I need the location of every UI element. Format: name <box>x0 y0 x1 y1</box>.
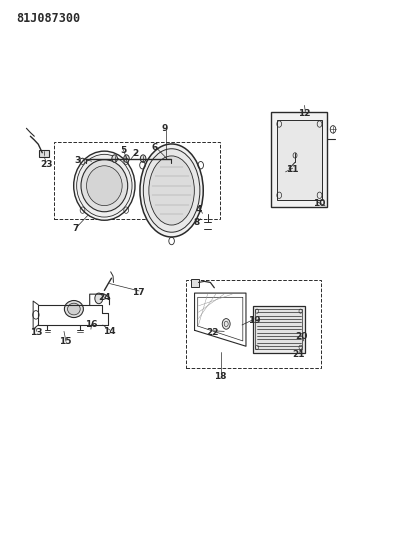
Bar <box>253 306 304 353</box>
Bar <box>39 150 49 157</box>
Bar <box>255 309 302 350</box>
Text: 24: 24 <box>98 293 111 302</box>
Text: 81J087300: 81J087300 <box>17 12 81 26</box>
Text: 12: 12 <box>298 109 311 118</box>
Text: 10: 10 <box>312 199 325 208</box>
Ellipse shape <box>64 301 83 318</box>
Circle shape <box>112 155 118 163</box>
Ellipse shape <box>81 160 128 212</box>
Bar <box>271 112 328 207</box>
Text: 17: 17 <box>132 287 145 296</box>
Bar <box>277 120 322 199</box>
Ellipse shape <box>140 144 203 237</box>
Text: 20: 20 <box>295 332 308 341</box>
Circle shape <box>124 155 129 163</box>
Ellipse shape <box>74 151 135 220</box>
Text: 2: 2 <box>132 149 138 158</box>
Text: 18: 18 <box>214 372 227 381</box>
Text: 21: 21 <box>292 350 304 359</box>
Text: 11: 11 <box>286 165 299 174</box>
Text: 14: 14 <box>103 327 116 336</box>
Bar <box>191 279 199 287</box>
Circle shape <box>141 155 146 163</box>
Text: 5: 5 <box>120 146 127 155</box>
Text: 7: 7 <box>73 224 79 233</box>
Ellipse shape <box>67 303 80 315</box>
Text: 22: 22 <box>206 328 219 337</box>
Text: 4: 4 <box>195 205 202 214</box>
Text: 15: 15 <box>58 337 71 346</box>
Ellipse shape <box>87 166 122 206</box>
Text: 8: 8 <box>194 219 200 228</box>
Circle shape <box>95 293 103 304</box>
Circle shape <box>222 319 230 329</box>
Text: 13: 13 <box>30 328 42 337</box>
Text: 6: 6 <box>151 143 157 152</box>
Text: 9: 9 <box>162 124 168 133</box>
Text: 3: 3 <box>75 156 81 165</box>
Ellipse shape <box>143 149 200 232</box>
Text: 16: 16 <box>85 320 97 329</box>
Text: 23: 23 <box>40 160 52 169</box>
Ellipse shape <box>149 156 195 225</box>
Text: 19: 19 <box>248 316 260 325</box>
Ellipse shape <box>77 155 132 217</box>
